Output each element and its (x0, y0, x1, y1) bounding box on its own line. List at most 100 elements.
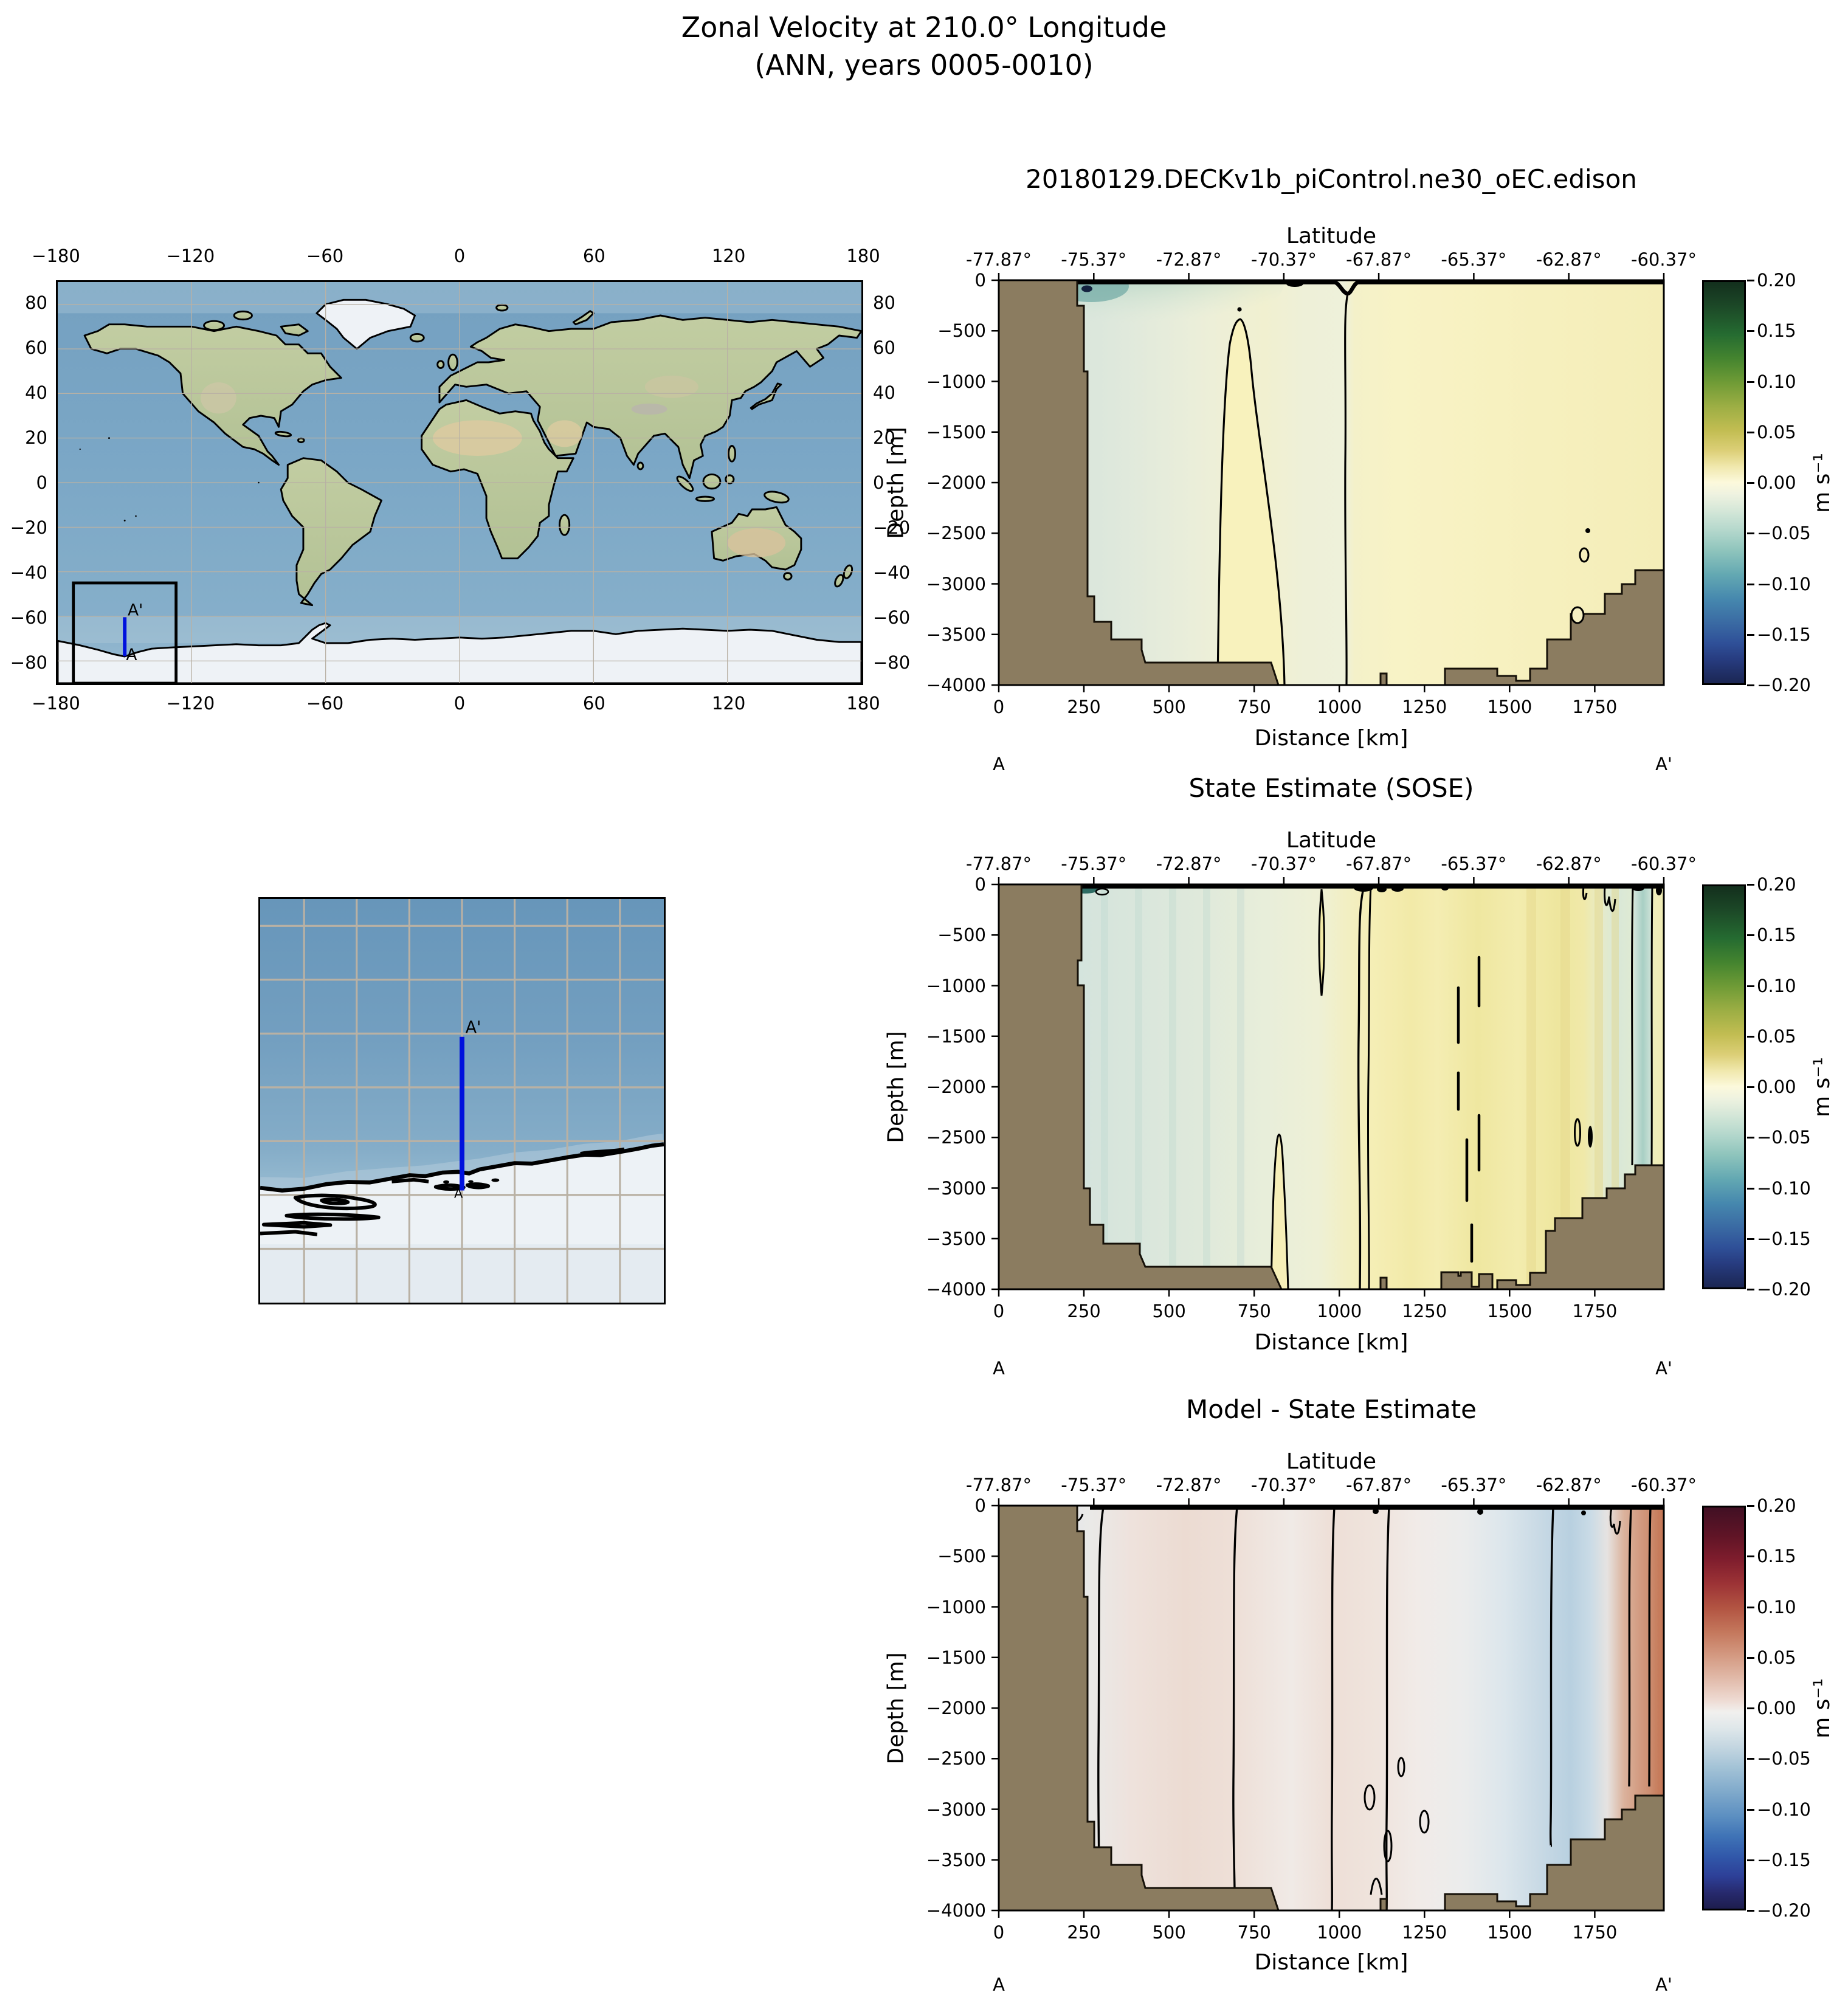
latitude-tick-label: -65.37° (1441, 249, 1507, 270)
lat-tick-label: 40 (25, 382, 47, 403)
panel2-title: State Estimate (SOSE) (1188, 773, 1474, 803)
world-map-lat-ticks-left: 80 60 40 20 0 −20 −40 −60 −80 (0, 280, 47, 685)
panel1-lat-ticks: -77.87° -75.37° -72.87° -70.37° -67.87° -65.3… (966, 249, 1697, 270)
latitude-tick-label: -77.87° (966, 1475, 1032, 1495)
latitude-tick-label: -72.87° (1156, 1475, 1222, 1495)
lat-tick-label: −20 (10, 517, 47, 538)
depth-tick-label: −1000 (926, 975, 986, 996)
distance-tick-label: 750 (1237, 1301, 1271, 1321)
panel2-depth-ticks: 0 −500 −1000 −1500 −2000 −2500 −3000 −3500 −4000 (912, 874, 986, 1300)
depth-tick-label: −1500 (926, 1647, 986, 1668)
world-map-lat-ticks-right: 80 60 40 20 0 −20 −40 −60 −80 (873, 280, 928, 685)
latitude-tick-label: -62.87° (1536, 853, 1602, 874)
distance-tick-label: 250 (1067, 697, 1101, 717)
latitude-tick-label: -70.37° (1250, 249, 1317, 270)
panel3-depth-ticks: 0 −500 −1000 −1500 −2000 −2500 −3000 −3500 −4000 (912, 1495, 986, 1921)
distance-tick-label: 0 (993, 697, 1005, 717)
zero-contour-main (1357, 886, 1365, 1289)
bathymetry (999, 280, 1664, 685)
depth-tick-label: −3000 (926, 1177, 986, 1199)
latitude-tick-label: -77.87° (966, 249, 1032, 270)
axis-ticks (991, 273, 1665, 692)
panel1-latitude-label: Latitude (1286, 224, 1377, 249)
velocity-field (999, 280, 1664, 685)
lat-tick-label: −60 (873, 607, 911, 628)
lat-tick-label: 80 (25, 292, 47, 313)
zero-contours (1097, 1507, 1652, 1910)
latitude-tick-label: -60.37° (1630, 853, 1697, 874)
lat-tick-label: −40 (10, 562, 47, 583)
lon-tick-label: −180 (32, 693, 80, 714)
distance-tick-label: 1000 (1317, 697, 1362, 717)
figure-title-line1: Zonal Velocity at 210.0° Longitude (681, 11, 1167, 44)
panel2-section-end: A' (1655, 1358, 1672, 1379)
inset-islets (443, 1178, 500, 1184)
colorbar-tick-label: 0.05 (1747, 1647, 1796, 1668)
zero-contour-dome (1216, 318, 1286, 685)
inset-ice-contours (260, 1147, 625, 1236)
java (695, 495, 715, 502)
panel1-title: 20180129.DECKv1b_piControl.ne30_oEC.edis… (1026, 164, 1637, 194)
colorbar-tick-label: 0.20 (1747, 1495, 1796, 1516)
distance-tick-label: 1250 (1402, 697, 1447, 717)
lat-tick-label: 20 (873, 427, 895, 448)
colorbar-tick-label: 0.20 (1747, 270, 1796, 291)
lon-tick-label: −60 (306, 246, 344, 266)
panel3-distance-ticks: 0 250 500 750 1000 1250 1500 1750 (993, 1922, 1664, 1943)
panel1-colorbar-ticks: 0.20 0.15 0.10 0.05 0.00 −0.05 −0.10 −0.15 −0.20 (1747, 270, 1842, 695)
distance-tick-label: 1500 (1487, 1922, 1533, 1943)
narrow-jet-contours (1457, 956, 1481, 1263)
lon-tick-label: 0 (453, 246, 466, 266)
latitude-tick-label: -60.37° (1630, 249, 1697, 270)
depth-tick-label: −4000 (926, 1900, 986, 1921)
inset-coastline (260, 1142, 664, 1193)
latitude-tick-label: -65.37° (1441, 1475, 1507, 1495)
panel3-distance-label: Distance [km] (1254, 1950, 1408, 1975)
deep-jet-dot (1588, 1126, 1593, 1148)
svalbard (495, 303, 509, 312)
axes-frame (998, 883, 1665, 1290)
colorbar-tick-label: −0.15 (1747, 624, 1811, 645)
distance-tick-label: 500 (1152, 1922, 1186, 1943)
distance-tick-label: 1750 (1572, 1922, 1618, 1943)
depth-tick-label: −2500 (926, 1748, 986, 1769)
world-map-canvas: A' A (58, 282, 861, 683)
latitude-tick-label: -72.87° (1156, 249, 1222, 270)
lat-tick-label: −80 (873, 652, 911, 673)
panel2-distance-ticks: 0 250 500 750 1000 1250 1500 1750 (993, 1301, 1664, 1321)
panel1-plot (991, 273, 1665, 692)
lon-tick-label: −120 (166, 693, 215, 714)
panel3-colorbar-label: m s⁻¹ (1809, 1678, 1835, 1738)
surface-jet-ring (1095, 887, 1109, 896)
colorbar-tick-label: 0.10 (1747, 1596, 1796, 1617)
lon-tick-label: −180 (32, 246, 80, 266)
figure-title-line2: (ANN, years 0005-0010) (754, 49, 1094, 81)
lat-tick-label: 40 (873, 382, 895, 403)
zero-contour-vertical (1344, 293, 1349, 685)
distance-tick-label: 0 (993, 1922, 1005, 1943)
depth-tick-label: −1000 (926, 371, 986, 392)
world-map-lon-ticks-top: −180 −120 −60 0 60 120 180 (32, 246, 880, 266)
lat-tick-label: 20 (25, 427, 47, 448)
panel1-depth-ticks: 0 −500 −1000 −1500 −2000 −2500 −3000 −3500 −4000 (912, 270, 986, 695)
depth-tick-label: −3000 (926, 573, 986, 594)
colorbar-tick-label: −0.05 (1747, 523, 1811, 544)
lon-tick-label: 120 (711, 693, 746, 714)
world-map-lon-ticks-bottom: −180 −120 −60 0 60 120 180 (32, 693, 880, 714)
depth-tick-label: 0 (974, 270, 986, 291)
colorbar-tick-label: −0.20 (1747, 675, 1811, 695)
depth-tick-label: −2000 (926, 1077, 986, 1097)
depth-tick-label: −500 (937, 1546, 986, 1567)
lat-tick-label: 0 (36, 472, 47, 493)
lat-tick-label: −20 (873, 517, 911, 538)
deep-jet-ring (1574, 1118, 1581, 1147)
new-guinea (764, 491, 790, 504)
zero-contour-secondary (1367, 886, 1372, 1289)
panel2-colorbar (1702, 884, 1746, 1289)
cuba (274, 430, 292, 438)
surface-wiggle-contour-2 (1582, 886, 1588, 900)
colorbar-tick-label: −0.15 (1747, 1228, 1811, 1249)
eurasia (438, 314, 861, 480)
south-america (280, 457, 382, 607)
